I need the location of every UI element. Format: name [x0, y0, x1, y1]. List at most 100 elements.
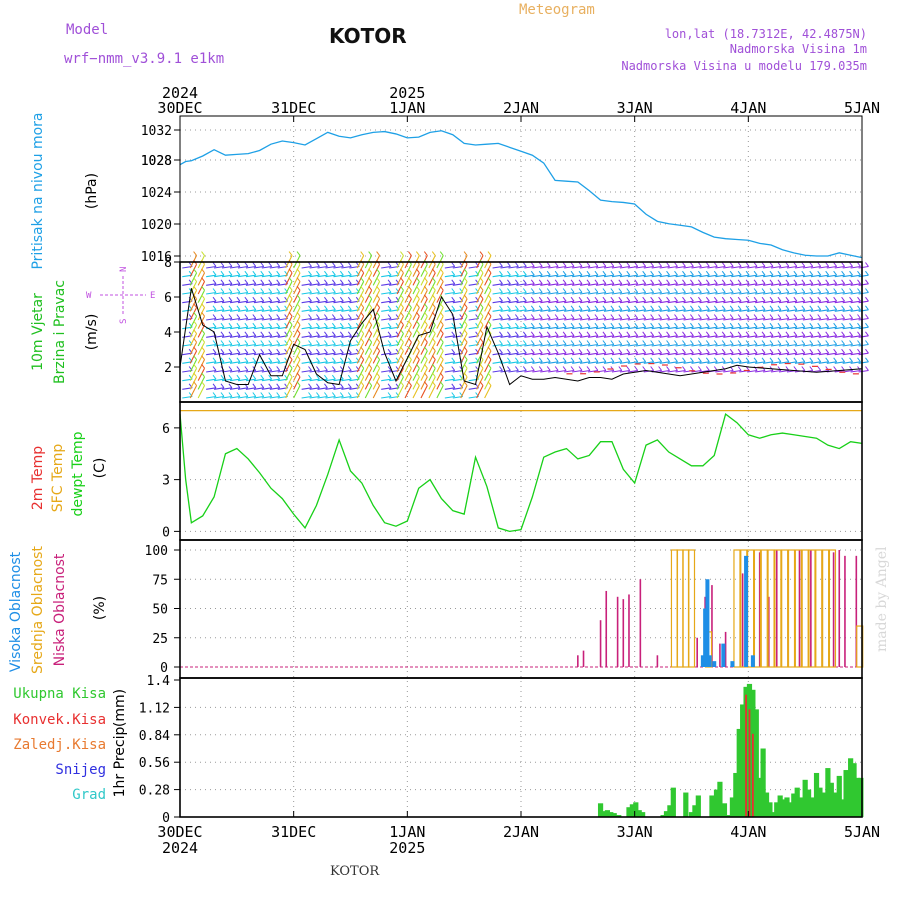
wind-barb-flag — [212, 288, 217, 293]
wind-barb-flag — [753, 348, 758, 354]
wind-barb — [603, 369, 614, 373]
wind-barb — [285, 272, 293, 286]
wind-barb — [532, 369, 543, 373]
wind-barb-flag — [499, 366, 503, 371]
wind-barb-flag — [554, 357, 559, 363]
wind-barb — [197, 341, 206, 355]
wind-barb-flag — [626, 340, 631, 345]
wind-barb — [731, 343, 742, 347]
wind-barb-flag — [228, 279, 233, 285]
wind-barb — [285, 333, 293, 347]
wind-barb-flag — [316, 374, 320, 380]
wind-barb-flag — [729, 314, 734, 319]
wind-barb-flag — [244, 270, 249, 276]
wind-barb — [364, 341, 373, 355]
wind-barb — [372, 333, 381, 347]
x-tick-label-top: 5JAN — [844, 99, 880, 117]
wind-barb-flag — [825, 314, 830, 319]
wind-barb-flag — [522, 331, 527, 337]
wind-barb-flag — [387, 270, 392, 276]
wind-barb — [786, 326, 797, 330]
wind-barb — [675, 343, 686, 347]
wind-barb-flag — [602, 357, 607, 363]
wind-barb-flag — [220, 348, 225, 354]
wind-barb — [739, 309, 750, 312]
wind-barb-flag — [368, 251, 373, 256]
wind-barb — [564, 309, 575, 312]
wind-barb — [428, 263, 436, 277]
wind-barb — [731, 291, 742, 295]
precip-total-bar — [616, 815, 622, 817]
wind-barb — [214, 361, 225, 364]
wind-barb — [595, 335, 606, 338]
wind-barb — [659, 274, 670, 278]
wind-barb-flag — [841, 279, 846, 285]
year-label-top: 2025 — [389, 84, 425, 102]
wind-barb-flag — [276, 383, 281, 389]
wind-barb — [715, 274, 726, 278]
wind-barb-flag — [308, 348, 312, 354]
wind-barb — [221, 309, 233, 312]
wind-barb — [763, 300, 774, 304]
wind-barb-flag — [268, 348, 273, 354]
wind-barb — [229, 291, 240, 295]
wind-barb-flag — [368, 285, 373, 291]
wind-barb — [770, 343, 782, 347]
wind-barb — [691, 326, 702, 330]
wind-barb — [500, 291, 511, 295]
wind-barb-flag — [705, 296, 710, 302]
wind-barb-flag — [423, 285, 428, 291]
wind-barb — [381, 352, 392, 356]
wind-barb — [364, 385, 373, 399]
wind-barb-flag — [705, 314, 710, 319]
wind-barb — [444, 335, 455, 338]
wind-barb-flag — [415, 372, 420, 378]
wind-barb — [635, 326, 646, 330]
low-cloud-bar — [832, 552, 835, 667]
wind-barb-flag — [487, 311, 492, 317]
wind-barb — [356, 333, 365, 347]
wind-barb — [770, 309, 782, 312]
wind-barb — [237, 309, 248, 312]
wind-barb — [691, 300, 702, 304]
y-tick-label: 1016 — [141, 250, 172, 265]
wind-barb — [364, 333, 373, 347]
wind-barb — [747, 352, 758, 356]
panel-frames — [179, 115, 863, 818]
wind-barb — [580, 326, 591, 330]
wind-barb — [619, 300, 630, 304]
wind-barb — [245, 369, 256, 373]
wind-barb — [309, 265, 320, 269]
wind-barb-flag — [721, 262, 726, 267]
wind-barb-flag — [451, 270, 456, 276]
low-cloud-bar — [599, 620, 602, 667]
wind-barb-flag — [809, 366, 814, 371]
wind-barb — [372, 359, 381, 373]
precip-total-bar — [733, 772, 739, 817]
wind-barb — [436, 350, 444, 364]
wind-barb-flag — [415, 320, 420, 326]
wind-barb — [412, 315, 420, 329]
wind-barb-flag — [841, 340, 846, 345]
wind-barb — [412, 376, 420, 390]
wind-barb — [611, 274, 622, 278]
wind-barb-flag — [578, 357, 583, 363]
wind-barb-flag — [423, 320, 428, 326]
wind-barb-flag — [825, 340, 830, 345]
wind-barb — [778, 352, 789, 356]
wind-barb-flag — [268, 340, 273, 345]
wind-barb — [810, 274, 821, 278]
wind-barb-flag — [376, 363, 380, 369]
wind-barb-flag — [252, 340, 257, 345]
wind-barb — [556, 300, 567, 304]
wind-barb-flag — [451, 262, 456, 267]
wind-barb-flag — [697, 279, 702, 285]
wind-barb — [619, 369, 630, 373]
wind-barb — [444, 343, 455, 347]
wind-barb — [221, 343, 233, 347]
wind-barb-flag — [626, 296, 631, 302]
wind-barb — [635, 335, 646, 338]
wind-barb — [293, 350, 301, 364]
wind-barb-flag — [578, 296, 583, 302]
wind-barb — [595, 361, 606, 364]
